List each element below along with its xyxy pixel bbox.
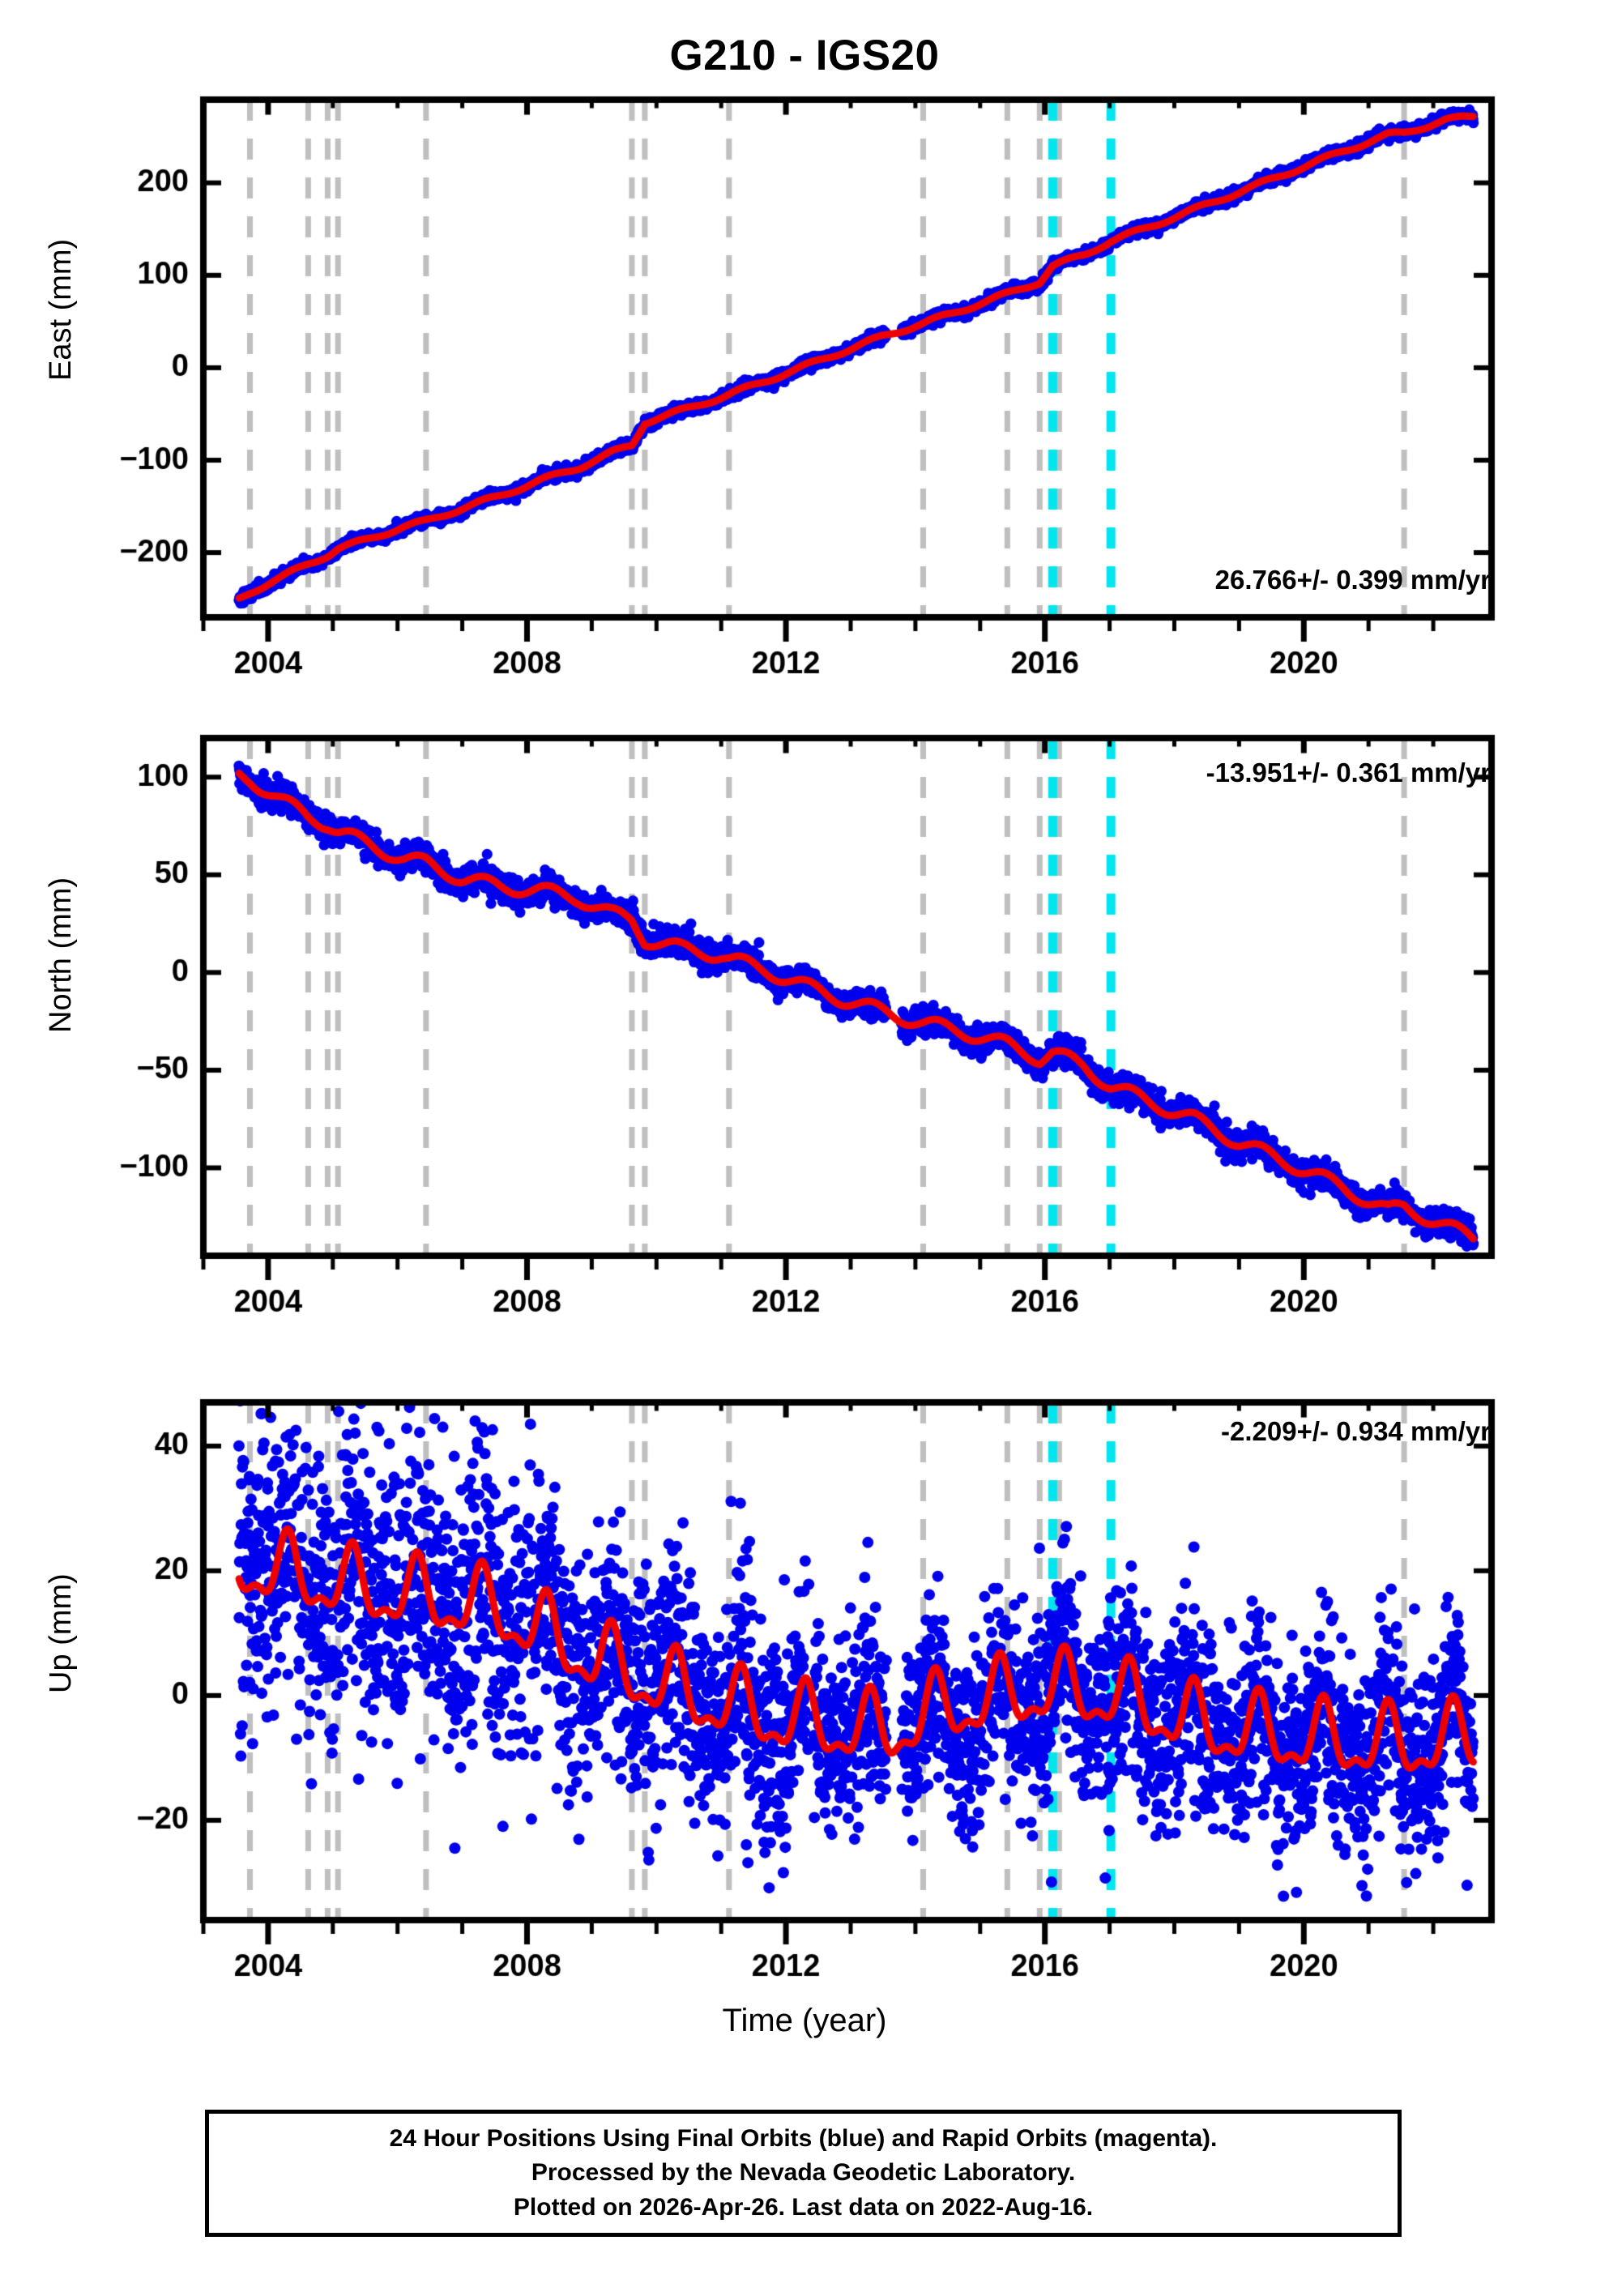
caption-line-1: 24 Hour Positions Using Final Orbits (bl…: [389, 2124, 1218, 2152]
caption-line-3: Plotted on 2026-Apr-26. Last data on 202…: [513, 2193, 1094, 2221]
caption-box: 24 Hour Positions Using Final Orbits (bl…: [205, 2110, 1402, 2237]
caption-line-2: Processed by the Nevada Geodetic Laborat…: [531, 2159, 1076, 2187]
